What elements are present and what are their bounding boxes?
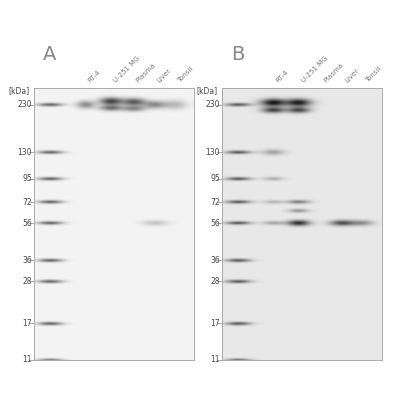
Text: 28: 28 <box>22 277 32 286</box>
Text: 230: 230 <box>206 100 220 109</box>
Text: [kDa]: [kDa] <box>8 86 29 96</box>
Text: Liver: Liver <box>156 68 172 84</box>
Text: RT-4: RT-4 <box>275 69 290 84</box>
Text: 72: 72 <box>210 198 220 207</box>
Text: U-251 MG: U-251 MG <box>301 55 330 84</box>
Text: Liver: Liver <box>344 68 360 84</box>
Text: 36: 36 <box>210 256 220 265</box>
Text: 17: 17 <box>210 319 220 328</box>
Text: 56: 56 <box>210 219 220 228</box>
Text: Tonsil: Tonsil <box>177 66 195 84</box>
Text: Plasma: Plasma <box>323 62 345 84</box>
Text: U-251 MG: U-251 MG <box>113 55 142 84</box>
Text: [kDa]: [kDa] <box>196 86 217 96</box>
Text: 11: 11 <box>210 356 220 364</box>
Text: A: A <box>43 45 57 64</box>
Text: 17: 17 <box>22 319 32 328</box>
Text: 28: 28 <box>210 277 220 286</box>
Text: 130: 130 <box>18 148 32 157</box>
Text: 72: 72 <box>22 198 32 207</box>
Text: RT-4: RT-4 <box>87 69 102 84</box>
Text: Plasma: Plasma <box>135 62 157 84</box>
Text: Tonsil: Tonsil <box>365 66 383 84</box>
Text: 11: 11 <box>22 356 32 364</box>
Text: B: B <box>231 45 245 64</box>
Text: 230: 230 <box>18 100 32 109</box>
Text: 36: 36 <box>22 256 32 265</box>
Text: 56: 56 <box>22 219 32 228</box>
Text: 95: 95 <box>210 174 220 183</box>
Text: 130: 130 <box>206 148 220 157</box>
Text: 95: 95 <box>22 174 32 183</box>
